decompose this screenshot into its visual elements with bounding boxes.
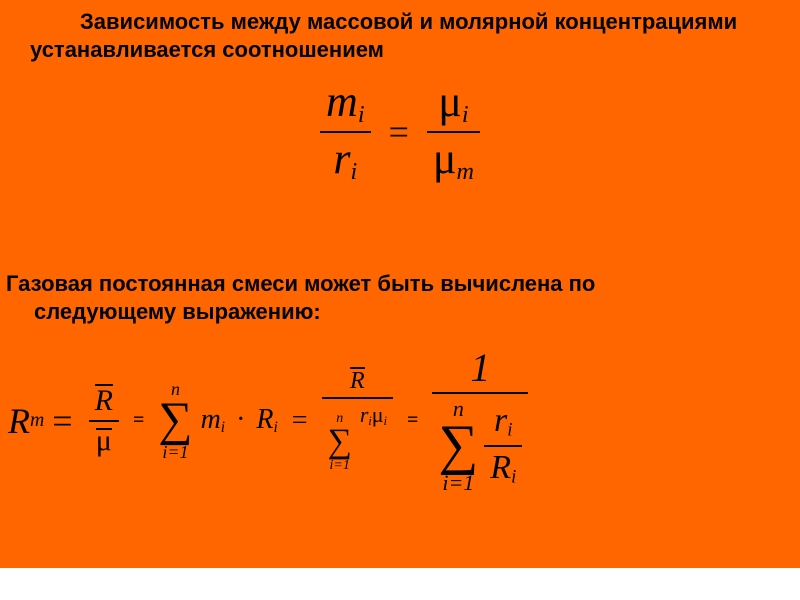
heading-relation: Зависимость между массовой и молярной ко… [30,8,770,63]
equals-sign: = [401,409,424,432]
middle-block: n ∑ i=1 mi · Ri = R n ∑ [158,369,393,473]
Rm-equals: Rm = [8,400,81,442]
equals-sign: = [389,111,409,153]
sigma-icon: ∑ [158,400,192,441]
formula1-row: mi ri = μi μm [320,80,480,185]
sigma-icon: ∑ [438,422,478,470]
formula2-row: Rm = R μ = n ∑ i=1 mi · Ri [8,348,792,494]
slide: Зависимость между массовой и молярной ко… [0,0,800,568]
numerator-Rbar: R [89,386,119,420]
denominator-mubar: μ [90,422,118,456]
denominator-mu-m: μm [427,133,480,184]
term-mi-Ri: mi · Ri [201,404,278,437]
fraction-mi-over-ri: mi ri [320,80,371,185]
overline-R: R [95,386,113,416]
heading-gas-constant: Газовая постоянная смеси может быть вычи… [6,270,786,325]
sum-i-1-n: n ∑ i=1 [158,380,192,461]
sigma-icon: ∑ [328,428,352,457]
numerator-mi: mi [320,80,371,131]
heading2-line2: следующему выражению: [6,298,786,326]
fraction-Rbar-over-mubar: R μ [89,386,119,456]
formula-gas-constant: Rm = R μ = n ∑ i=1 mi · Ri [8,348,792,494]
numerator-mu-i: μi [432,80,474,131]
heading2-line1: Газовая постоянная смеси может быть вычи… [6,271,595,296]
equals-sign: = [286,405,314,437]
fraction-mui-over-mum: μi μm [427,80,480,185]
fraction-1-over-sum-ri-over-Ri: 1 n ∑ i=1 ri Ri [432,348,528,494]
numerator-Rbar: R [344,369,371,397]
fraction-Rbar-over-sum-ri-mui: R n ∑ i=1 riμi [322,369,393,473]
denominator-sum-ri-over-Ri: n ∑ i=1 ri Ri [432,394,528,494]
fraction-ri-over-Ri: ri Ri [484,404,522,487]
denominator-sum-ri-mui: n ∑ i=1 riμi [322,399,393,473]
denominator-ri: ri [327,133,363,184]
formula-mass-molar-relation: mi ri = μi μm [0,80,800,185]
numerator-one: 1 [464,348,496,392]
overline-mu: μ [96,426,112,456]
equals-sign: = [127,409,150,432]
